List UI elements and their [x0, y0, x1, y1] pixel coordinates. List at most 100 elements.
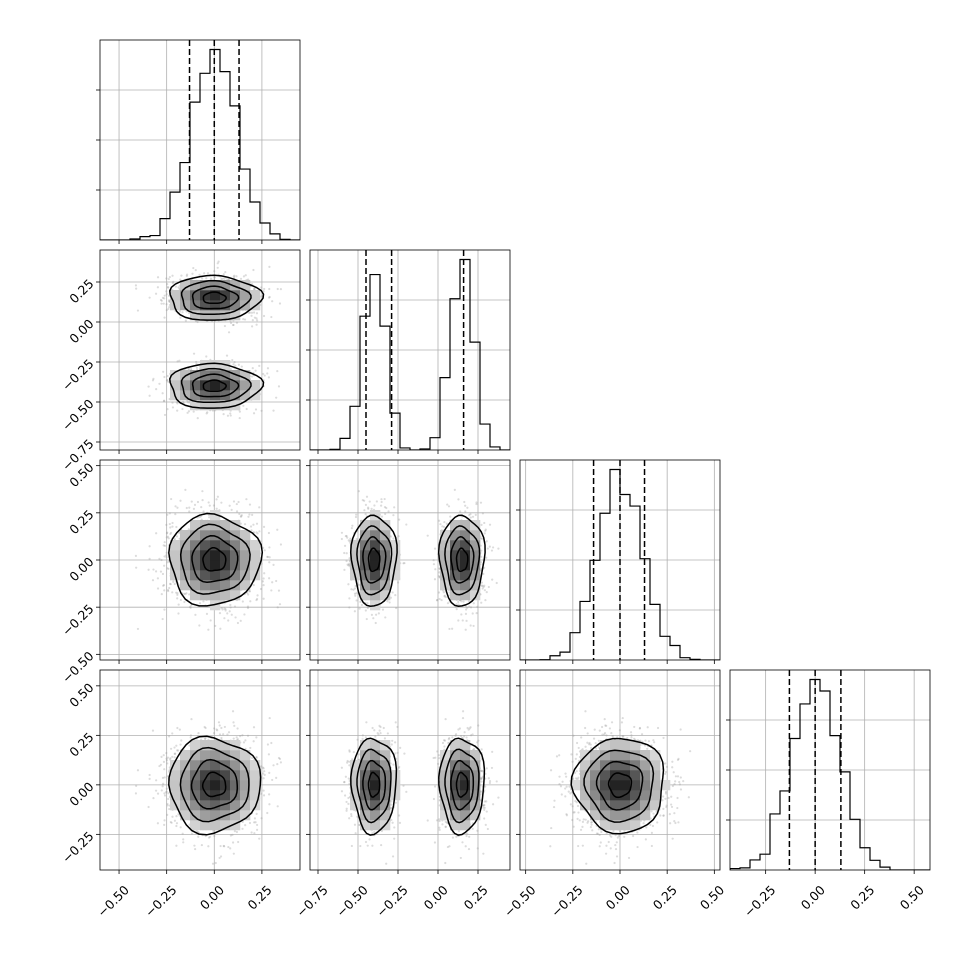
sample-point	[160, 558, 163, 562]
sample-point	[215, 507, 218, 510]
sample-point	[154, 570, 158, 573]
density-cell	[210, 580, 221, 591]
sample-point	[176, 360, 179, 363]
density-cell	[190, 530, 201, 541]
sample-point	[363, 509, 366, 512]
sample-point	[235, 510, 239, 513]
sample-point	[196, 500, 200, 504]
panel-frame	[99, 249, 301, 451]
sample-point	[262, 372, 265, 376]
sample-point	[163, 608, 166, 611]
density-cell	[220, 520, 231, 531]
density-cell	[240, 280, 251, 291]
sample-point	[348, 562, 351, 565]
sample-point	[276, 370, 279, 373]
sample-point	[271, 300, 274, 303]
sample-point	[443, 594, 446, 597]
sample-point	[383, 497, 386, 501]
sample-point	[343, 551, 346, 555]
sample-point	[250, 375, 254, 378]
sample-point	[255, 323, 258, 326]
sample-point	[344, 534, 347, 538]
sample-point	[469, 624, 472, 627]
sample-point	[167, 307, 170, 311]
density-cell	[240, 580, 251, 591]
density-cell	[180, 300, 191, 311]
sample-point	[497, 547, 500, 550]
sample-point	[220, 501, 223, 504]
sample-point	[471, 612, 474, 615]
density-cell	[230, 560, 241, 571]
sample-point	[465, 619, 468, 622]
sample-point	[355, 513, 358, 516]
sample-point	[165, 551, 168, 554]
sample-point	[453, 488, 456, 491]
sample-point	[163, 555, 166, 558]
sample-point	[355, 592, 358, 595]
sample-point	[165, 532, 169, 535]
sample-point	[392, 514, 395, 517]
sample-point	[252, 523, 255, 526]
sample-point	[136, 627, 140, 631]
sample-point	[166, 567, 169, 570]
sample-point	[276, 528, 279, 531]
density-cell	[190, 400, 201, 411]
sample-point	[350, 588, 353, 591]
sample-point	[207, 501, 210, 504]
sample-point	[346, 563, 349, 566]
tick-label-y: 0.25	[66, 507, 96, 537]
sample-point	[245, 407, 248, 411]
sample-point	[226, 414, 230, 417]
sample-point	[384, 512, 387, 516]
sample-point	[360, 603, 363, 607]
sample-point	[246, 605, 250, 608]
sample-point	[389, 596, 393, 599]
sample-point	[213, 270, 216, 273]
sample-point	[268, 296, 271, 299]
density-cell	[200, 310, 211, 321]
tick-label-y: −0.25	[59, 601, 97, 639]
sample-point	[250, 314, 253, 317]
histogram-step	[310, 258, 510, 450]
sample-point	[345, 552, 348, 555]
sample-point	[354, 584, 357, 588]
sample-point	[268, 561, 271, 564]
density-cell	[220, 300, 231, 311]
density-cell	[210, 530, 221, 541]
sample-point	[201, 277, 204, 280]
sample-point	[438, 519, 441, 522]
sample-point	[163, 294, 166, 297]
sample-point	[205, 412, 208, 415]
sample-point	[178, 287, 181, 290]
sample-point	[166, 535, 170, 538]
sample-point	[251, 367, 254, 370]
sample-point	[482, 585, 485, 588]
density-cell	[190, 560, 201, 571]
sample-point	[366, 602, 369, 605]
density-cell	[200, 360, 211, 371]
density-cell	[170, 290, 181, 301]
sample-point	[188, 510, 191, 513]
sample-point	[381, 608, 385, 611]
sample-point	[212, 504, 216, 507]
density-cell	[220, 540, 231, 551]
sample-point	[457, 498, 460, 501]
sample-point	[176, 506, 179, 509]
sample-point	[258, 530, 261, 533]
density-cell	[200, 560, 211, 571]
sample-point	[260, 409, 263, 412]
sample-point	[195, 360, 198, 364]
sample-point	[162, 584, 165, 587]
sample-point	[464, 628, 467, 631]
density-cell	[230, 380, 241, 391]
sample-point	[162, 399, 166, 403]
contour-line	[202, 291, 227, 304]
density-cell	[230, 290, 241, 301]
sample-point	[167, 277, 170, 281]
sample-point	[495, 581, 498, 585]
sample-point	[191, 272, 194, 275]
sample-point	[464, 605, 467, 608]
sample-point	[229, 412, 232, 415]
sample-point	[383, 506, 387, 509]
sample-point	[169, 531, 173, 534]
